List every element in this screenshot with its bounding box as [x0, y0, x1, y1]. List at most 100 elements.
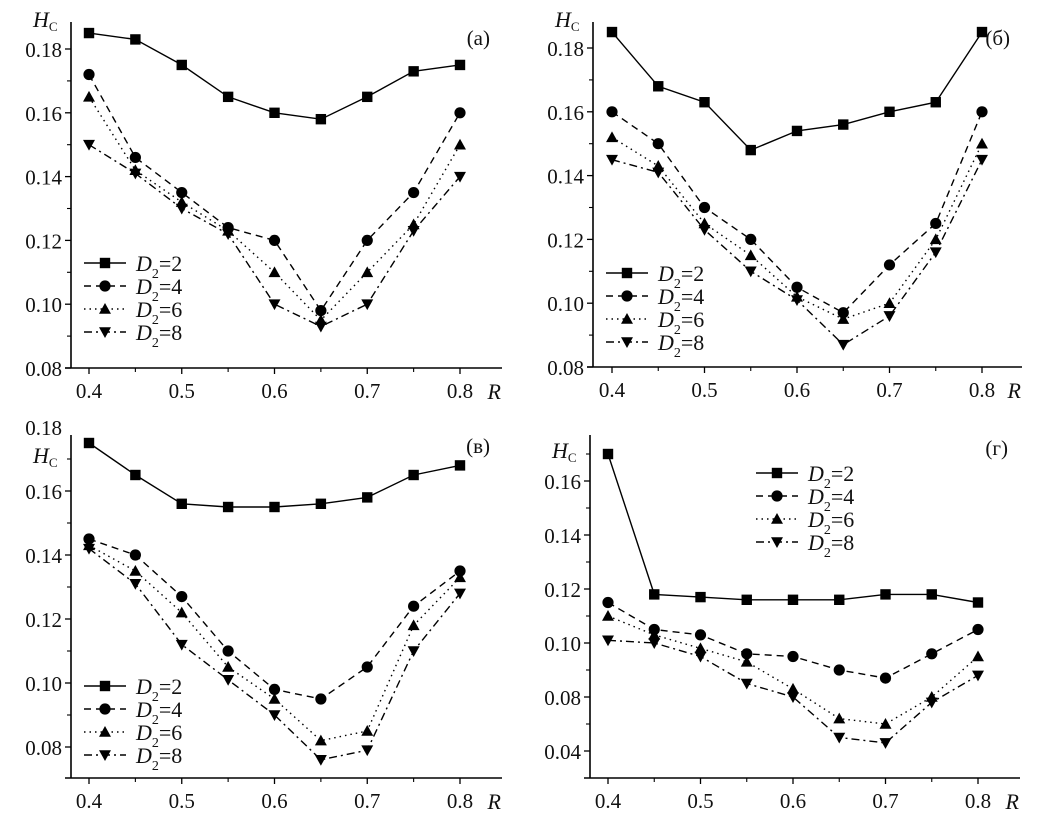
- legend-label: D2=6: [657, 307, 704, 338]
- y-axis-title-sub: C: [49, 19, 58, 34]
- y-tick-label: 0.12: [25, 608, 62, 632]
- legend-label-var: D: [657, 261, 674, 286]
- data-point: [606, 106, 618, 118]
- panel-label: (в): [466, 434, 490, 458]
- data-point: [929, 247, 942, 259]
- data-point: [129, 565, 142, 576]
- data-point: [454, 107, 466, 119]
- legend-label-value: =8: [159, 743, 182, 768]
- data-point: [454, 460, 466, 471]
- legend-label-value: =6: [159, 297, 182, 322]
- legend-label-sub: 2: [674, 323, 681, 338]
- data-point: [176, 59, 187, 71]
- series-line: [88, 144, 461, 328]
- data-point: [602, 448, 614, 460]
- legend-label-value: =4: [681, 284, 704, 309]
- x-tick-label: 0.4: [595, 789, 622, 813]
- data-point: [926, 648, 938, 660]
- legend-label-sub: 2: [824, 546, 831, 561]
- data-point: [83, 27, 95, 39]
- y-tick-label: 0.10: [25, 293, 62, 317]
- data-point: [884, 106, 895, 117]
- legend-label: D2=6: [807, 507, 854, 538]
- data-point: [833, 664, 845, 676]
- x-tick-label: 0.6: [784, 378, 810, 402]
- data-point: [648, 638, 661, 649]
- chart-panel-4: 0.4 0.5 0.6 0.7 0.8 0.04 0.08 0.10 0.12 0.14 0.16 H…: [544, 435, 1020, 814]
- x-axis-title: R: [487, 789, 502, 814]
- y-tick-label: 0.10: [25, 672, 62, 696]
- y-tick-label: 0.18: [25, 38, 62, 62]
- legend-label-value: =6: [159, 720, 182, 745]
- x-tick-label: 0.8: [969, 378, 995, 402]
- legend: D2=2D2=4D2=6D2=8: [606, 261, 704, 361]
- data-point: [972, 623, 984, 636]
- data-point: [83, 437, 95, 449]
- series-line: [88, 32, 461, 120]
- data-point: [407, 226, 420, 237]
- legend-label-value: =2: [159, 674, 182, 699]
- data-point: [694, 629, 707, 641]
- legend-marker: [771, 537, 783, 548]
- data-point: [653, 81, 664, 92]
- legend-label-sub: 2: [152, 267, 159, 282]
- legend-label-var: D: [135, 674, 152, 699]
- y-tick-label: 0.18: [25, 416, 62, 440]
- x-tick-label: 0.6: [780, 789, 806, 813]
- legend-marker: [99, 680, 111, 692]
- legend-marker: [99, 327, 111, 338]
- data-point: [972, 650, 984, 662]
- data-point: [744, 266, 757, 278]
- legend-label: D2=4: [135, 274, 182, 305]
- data-point: [361, 299, 374, 311]
- y-tick-label: 0.16: [547, 101, 584, 125]
- legend-label: D2=8: [135, 320, 182, 351]
- data-point: [222, 229, 235, 240]
- legend-label-sub: 2: [674, 346, 681, 361]
- legend-label: D2=6: [135, 720, 182, 751]
- data-point: [129, 579, 142, 590]
- legend-label: D2=6: [135, 297, 182, 328]
- data-point: [362, 492, 373, 503]
- legend-label-value: =2: [831, 461, 854, 486]
- data-point: [454, 571, 466, 583]
- legend-marker: [621, 290, 633, 302]
- legend-marker: [99, 257, 111, 269]
- legend-label: D2=2: [135, 674, 182, 705]
- legend-label-sub: 2: [152, 759, 159, 774]
- data-point: [745, 233, 757, 245]
- data-point: [130, 34, 141, 45]
- legend-label-value: =4: [159, 274, 182, 299]
- data-point: [222, 661, 235, 672]
- legend-label-value: =8: [159, 320, 182, 345]
- y-tick-label: 0.14: [25, 166, 62, 190]
- legend-label-value: =4: [159, 697, 182, 722]
- data-point: [408, 186, 420, 199]
- legend-label-value: =8: [831, 530, 854, 555]
- legend-label-var: D: [135, 297, 152, 322]
- series-line: [607, 453, 979, 604]
- y-tick-label: 0.16: [25, 480, 62, 504]
- data-point: [929, 233, 942, 245]
- data-point: [787, 682, 799, 694]
- data-point: [176, 591, 188, 603]
- legend-label-sub: 2: [152, 713, 159, 728]
- legend-label-var: D: [135, 720, 152, 745]
- x-tick-label: 0.4: [76, 379, 103, 403]
- y-tick-label: 0.12: [25, 229, 62, 253]
- data-point: [268, 693, 281, 704]
- legend-label: D2=4: [135, 697, 182, 728]
- legend-label: D2=4: [807, 484, 854, 515]
- data-point: [314, 734, 327, 746]
- y-tick-label: 0.08: [547, 356, 584, 380]
- data-point: [454, 171, 466, 183]
- x-tick-label: 0.4: [76, 789, 103, 813]
- x-tick-label: 0.5: [169, 379, 195, 403]
- x-axis-title: R: [1005, 789, 1020, 814]
- y-tick-label: 0.14: [25, 544, 62, 568]
- legend-label: D2=8: [135, 743, 182, 774]
- legend-label-sub: 2: [824, 500, 831, 515]
- data-point: [222, 501, 234, 513]
- y-tick-label: 0.04: [544, 740, 581, 764]
- data-point: [269, 107, 280, 118]
